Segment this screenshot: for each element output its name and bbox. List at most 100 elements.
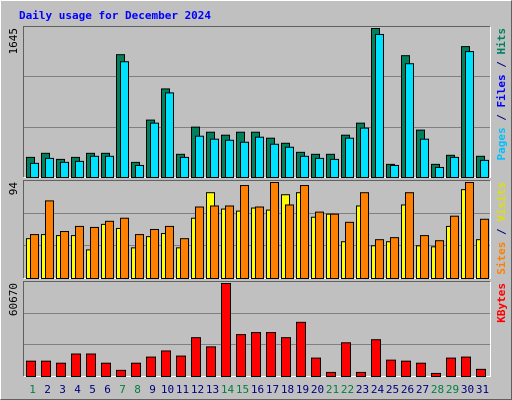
x-tick-label: 11 xyxy=(176,383,189,396)
bar xyxy=(300,155,309,179)
bar xyxy=(225,139,234,178)
bar xyxy=(180,238,189,279)
x-tick-label: 28 xyxy=(431,383,444,396)
bar xyxy=(435,166,444,178)
bar xyxy=(285,146,294,179)
bar xyxy=(390,164,399,178)
bar xyxy=(41,360,51,378)
bar xyxy=(90,155,99,179)
x-tick-label: 29 xyxy=(446,383,459,396)
bar xyxy=(356,371,366,378)
x-tick-label: 2 xyxy=(44,383,51,396)
bar xyxy=(240,185,249,279)
x-tick-label: 22 xyxy=(341,383,354,396)
chart-title: Daily usage for December 2024 xyxy=(19,9,211,22)
x-tick-label: 7 xyxy=(119,383,126,396)
x-tick-label: 23 xyxy=(356,383,369,396)
bar xyxy=(360,192,369,279)
bar xyxy=(180,156,189,179)
bar xyxy=(416,362,426,378)
bar xyxy=(150,228,159,280)
bar xyxy=(105,220,114,280)
bar xyxy=(195,206,204,279)
bar xyxy=(296,321,306,377)
y-max-label: 60670 xyxy=(7,283,20,316)
bar xyxy=(210,138,219,178)
bar xyxy=(446,357,456,378)
bar xyxy=(60,161,69,178)
bar xyxy=(480,159,489,178)
x-tick-label: 10 xyxy=(161,383,174,396)
panel-bevel-dark xyxy=(23,26,491,178)
x-tick-label: 9 xyxy=(149,383,156,396)
x-tick-label: 21 xyxy=(326,383,339,396)
bar xyxy=(135,164,144,178)
bar xyxy=(221,283,231,377)
x-tick-label: 13 xyxy=(206,383,219,396)
panel-bevel-dark xyxy=(23,180,491,279)
bar xyxy=(405,192,414,279)
bar xyxy=(465,51,474,178)
legend-label: Files xyxy=(495,74,508,107)
bar xyxy=(71,353,81,378)
x-tick-label: 6 xyxy=(104,383,111,396)
x-tick-label: 25 xyxy=(386,383,399,396)
bar xyxy=(375,239,384,279)
bar xyxy=(240,141,249,178)
bar xyxy=(195,135,204,178)
legend: Pages / Files / Hits xyxy=(495,28,508,161)
bar xyxy=(146,356,156,378)
bar xyxy=(135,234,144,280)
x-tick-label: 14 xyxy=(221,383,235,396)
bar xyxy=(480,218,489,280)
bar xyxy=(450,215,459,280)
bar xyxy=(101,362,111,378)
bar xyxy=(465,182,474,279)
bar xyxy=(266,332,276,378)
bar xyxy=(330,158,339,178)
bar xyxy=(131,362,141,378)
bar xyxy=(386,359,396,378)
bar xyxy=(285,204,294,279)
bar xyxy=(105,155,114,179)
bar xyxy=(30,234,39,280)
bar xyxy=(375,33,384,178)
bar xyxy=(476,368,486,378)
bar xyxy=(26,360,36,378)
bar xyxy=(90,226,99,280)
legend-label: Sites xyxy=(495,242,508,275)
y-max-label: 94 xyxy=(7,182,20,196)
bar xyxy=(56,362,66,378)
x-tick-label: 12 xyxy=(191,383,204,396)
bar xyxy=(45,200,54,279)
bar xyxy=(75,160,84,178)
x-tick-label: 3 xyxy=(59,383,66,396)
bar xyxy=(390,237,399,280)
x-tick-label: 27 xyxy=(416,383,429,396)
bar xyxy=(405,63,414,178)
bar xyxy=(420,235,429,279)
bar xyxy=(461,356,471,378)
bar xyxy=(341,342,351,378)
bar xyxy=(251,332,261,378)
bar xyxy=(311,357,321,378)
bar xyxy=(326,371,336,378)
bar xyxy=(255,136,264,178)
bar xyxy=(120,217,129,279)
bar xyxy=(60,231,69,279)
legend-label: Hits xyxy=(495,28,508,55)
bar xyxy=(120,61,129,178)
bar xyxy=(165,92,174,178)
legend-label: Visits xyxy=(495,182,508,222)
x-tick-label: 26 xyxy=(401,383,414,396)
bar xyxy=(191,337,201,377)
bar xyxy=(30,162,39,178)
bar xyxy=(176,355,186,377)
y-max-label: 1645 xyxy=(7,28,20,55)
x-tick-label: 19 xyxy=(296,383,309,396)
bar xyxy=(420,138,429,178)
bar xyxy=(116,369,126,378)
bar xyxy=(435,240,444,280)
bar xyxy=(345,221,354,279)
